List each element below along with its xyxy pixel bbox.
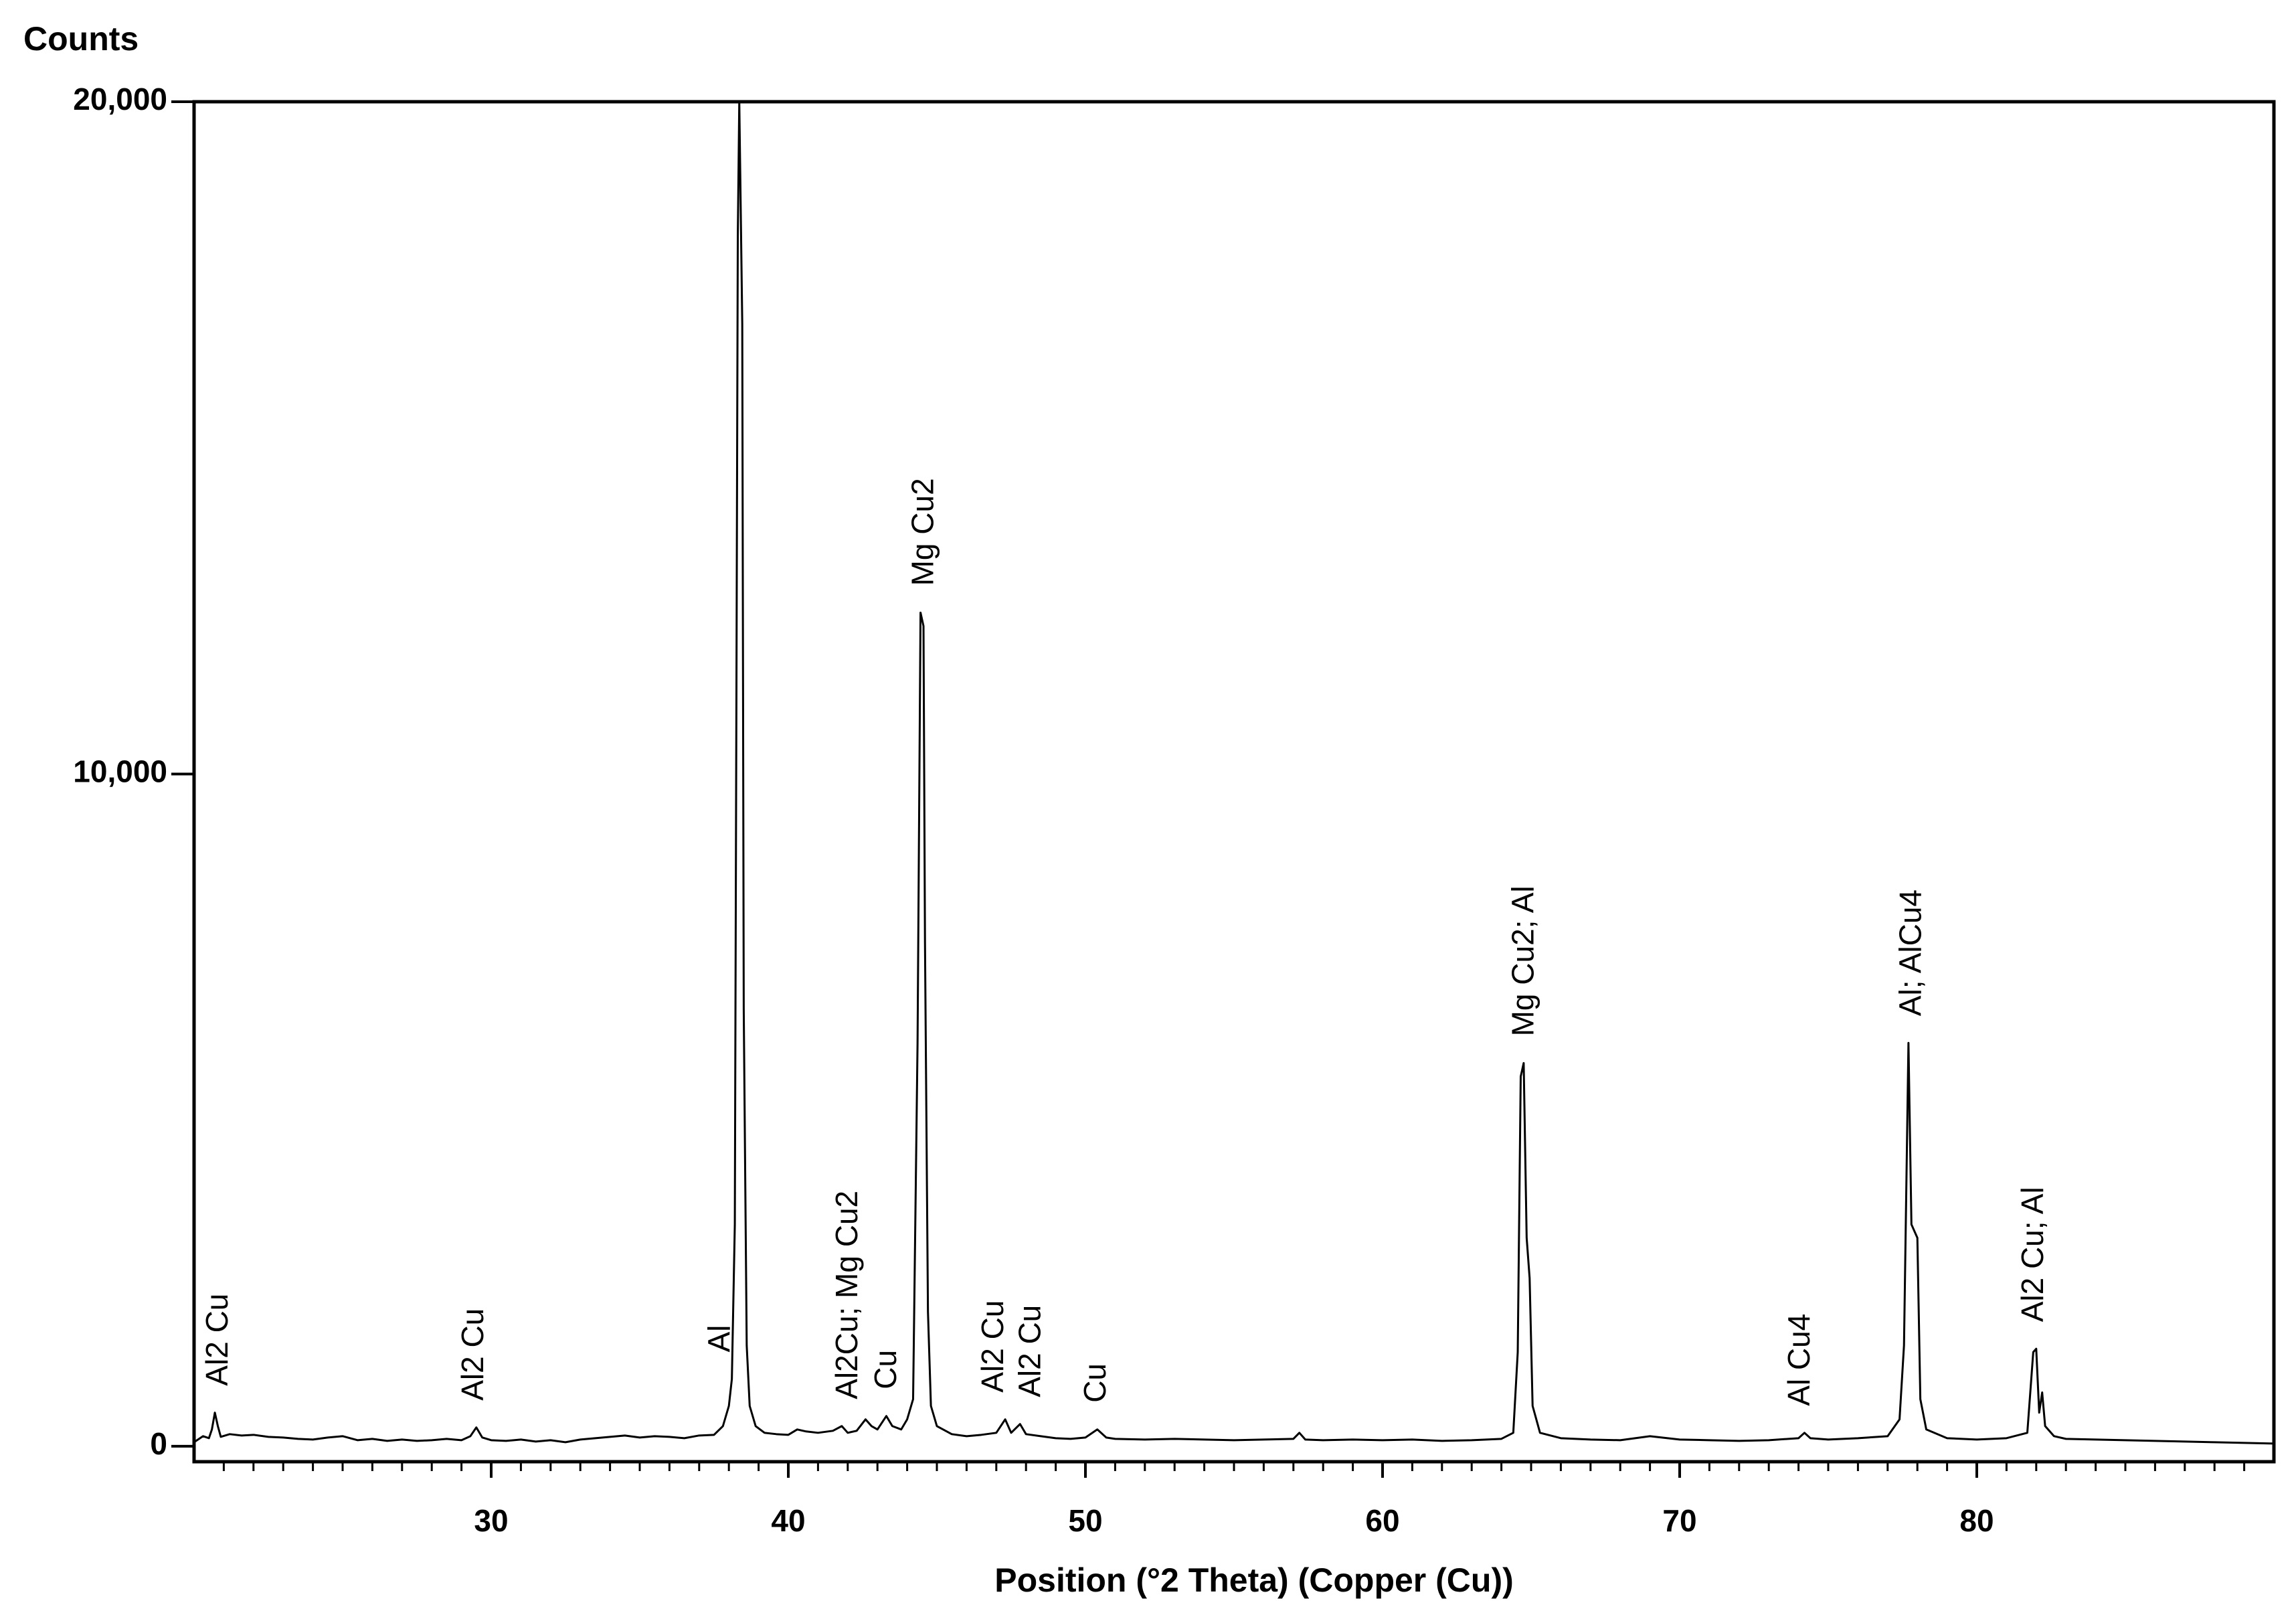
plot-frame bbox=[192, 100, 2276, 1464]
peak-label: Al2 Cu bbox=[199, 1294, 234, 1386]
x-tick-label: 60 bbox=[1365, 1503, 1399, 1538]
x-axis-title: Position (°2 Theta) (Copper (Cu)) bbox=[994, 1561, 1514, 1599]
y-tick-label: 20,000 bbox=[73, 82, 167, 116]
y-tick-label: 0 bbox=[150, 1426, 167, 1461]
peak-label: Al2 Cu bbox=[455, 1308, 490, 1401]
x-tick-label: 40 bbox=[771, 1503, 805, 1538]
x-tick-label: 80 bbox=[1959, 1503, 1994, 1538]
y-tick-label: 10,000 bbox=[73, 754, 167, 789]
x-tick-label: 50 bbox=[1068, 1503, 1102, 1538]
peak-label: Al bbox=[701, 1325, 736, 1353]
peak-label: Al Cu4 bbox=[1781, 1314, 1816, 1406]
peak-label: Cu bbox=[868, 1350, 903, 1389]
peak-label: Mg Cu2 bbox=[905, 478, 940, 586]
x-tick-label: 30 bbox=[474, 1503, 508, 1538]
peak-label: Al2 Cu bbox=[1012, 1305, 1047, 1397]
peak-label: Al2 Cu bbox=[975, 1300, 1010, 1393]
peak-label: Al2 Cu; Al bbox=[2015, 1187, 2050, 1322]
peak-label: Al; AlCu4 bbox=[1893, 889, 1928, 1016]
data-line bbox=[193, 100, 2275, 1445]
peak-label: Mg Cu2; Al bbox=[1505, 885, 1540, 1036]
y-axis-title: Counts bbox=[23, 20, 139, 58]
peak-label: Al2Cu; Mg Cu2 bbox=[829, 1191, 864, 1399]
x-tick-label: 70 bbox=[1662, 1503, 1696, 1538]
peak-label: Cu bbox=[1077, 1363, 1112, 1403]
